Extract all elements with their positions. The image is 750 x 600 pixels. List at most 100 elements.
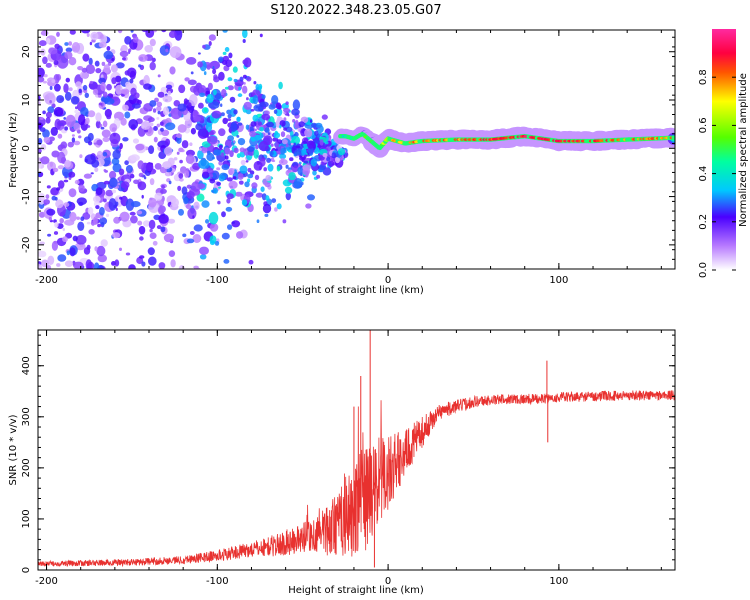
spectrogram-cell: [162, 95, 173, 103]
spectrogram-cell: [321, 114, 328, 120]
spectrogram-cell: [231, 221, 235, 224]
spectrogram-cell: [276, 165, 281, 172]
spectrogram-cell: [278, 81, 283, 90]
x-tick-label: 0: [385, 576, 391, 587]
spectrogram-cell: [41, 355, 47, 362]
spectrogram-cell: [194, 274, 198, 279]
spectrogram-cell: [125, 198, 135, 211]
spectrogram-cell: [124, 36, 132, 45]
spectrogram-cell: [295, 119, 299, 125]
spectrogram-cell: [181, 140, 189, 149]
spectrogram-cell: [194, 311, 199, 315]
spectrogram-cell: [233, 78, 238, 83]
colorbar-ticks: 0.0 0.2 0.4 0.6 0.8: [698, 69, 736, 278]
spectrogram-cell: [293, 165, 298, 169]
spectrogram-heatmap: [38, 20, 675, 362]
spectrogram-cell: [93, 216, 98, 226]
spectrogram-cell: [167, 218, 176, 224]
spectrogram-cell: [85, 117, 90, 125]
spectrogram-cell: [236, 135, 240, 138]
spectrogram-cell: [292, 119, 296, 123]
spectrogram-cell: [141, 194, 144, 199]
spectrogram-cell: [137, 181, 147, 191]
spectrogram-cell: [280, 147, 286, 155]
spectrogram-cell: [119, 20, 124, 26]
spectrogram-cell: [158, 262, 166, 269]
spectrogram-cell: [169, 66, 176, 75]
spectrogram-cell: [198, 159, 210, 169]
spectrogram-cell: [279, 124, 282, 129]
spectrogram-cell: [137, 160, 144, 170]
spectrogram-cell: [242, 30, 248, 39]
spectrogram-cell: [288, 172, 296, 181]
spectrogram-cell: [222, 51, 227, 56]
spectrogram-cell: [311, 122, 317, 128]
spectrogram-cell: [246, 146, 255, 152]
spectrogram-cell: [87, 207, 94, 215]
y-tick-label: -20: [21, 237, 32, 253]
spectrogram-cell: [250, 109, 255, 112]
spectrogram-cell: [129, 211, 136, 216]
spectrogram-cell: [227, 85, 234, 91]
spectrogram-cell: [185, 154, 195, 164]
spectrogram-cell: [45, 194, 50, 200]
spectrogram-cell: [228, 168, 235, 175]
spectrogram-cell: [125, 81, 130, 87]
spectrogram-cell: [292, 99, 301, 111]
spectrogram-cell: [49, 100, 52, 104]
spectrogram-cell: [238, 86, 242, 91]
spectrogram-cell: [81, 30, 91, 34]
spectrogram-cell: [193, 201, 200, 210]
spectrogram-cell: [128, 264, 136, 269]
spectrogram-cell: [139, 255, 145, 259]
spectrogram-cell: [197, 149, 204, 160]
spectrogram-cell: [279, 153, 287, 160]
spectrogram-cell: [38, 49, 41, 56]
spectrogram-cell: [255, 144, 259, 150]
spectrogram-cell: [38, 263, 43, 269]
spectrogram-cell: [224, 155, 229, 160]
spectrogram-cell: [89, 80, 94, 84]
spectrogram-cell: [69, 211, 77, 222]
spectrogram-cell: [100, 239, 108, 247]
spectrogram-cell: [47, 106, 55, 114]
spectrogram-cell: [76, 319, 81, 326]
y-tick-label: 20: [21, 45, 32, 58]
spectrogram-cell: [78, 135, 82, 139]
spectrogram-cell: [82, 84, 88, 91]
spectrogram-cell: [149, 38, 156, 47]
spectrogram-cell: [216, 167, 221, 171]
spectrogram-cell: [98, 102, 103, 106]
spectrogram-cell: [286, 147, 290, 152]
spectrogram-cell: [221, 232, 230, 240]
spectrogram-cell: [46, 37, 51, 45]
spectrogram-cell: [50, 126, 58, 136]
spectrogram-cell: [237, 117, 241, 121]
spectrogram-cell: [268, 104, 276, 110]
figure-title: S120.2022.348.23.05.G07: [270, 3, 441, 18]
spectrogram-cell: [43, 199, 50, 205]
spectrogram-cell: [159, 121, 164, 126]
spectrogram-cell: [252, 114, 259, 122]
spectrogram-cell: [319, 139, 324, 146]
spectrogram-cell: [118, 168, 125, 176]
spectrogram-cell: [193, 224, 203, 232]
spectrogram-cell: [269, 150, 274, 156]
spectrogram-cell: [148, 256, 157, 266]
spectrogram-cell: [158, 206, 164, 215]
spectrogram-cell: [57, 165, 65, 170]
spectrogram-cell: [125, 252, 131, 256]
spectrogram-cell: [51, 79, 56, 83]
spectrogram-cell: [48, 217, 52, 221]
spectrogram-cell: [129, 78, 134, 84]
spectrogram-cell: [218, 144, 223, 149]
spectrogram-cell: [158, 214, 169, 224]
spectrogram-cell: [73, 122, 81, 131]
spectrogram-cell: [65, 47, 73, 53]
spectrogram-cell: [208, 100, 220, 109]
spectrogram-cell: [228, 52, 233, 59]
spectrogram-cell: [103, 64, 111, 74]
spectrogram-cell: [38, 172, 41, 177]
spectrogram-cell: [220, 103, 223, 107]
spectrogram-cell: [207, 82, 213, 91]
